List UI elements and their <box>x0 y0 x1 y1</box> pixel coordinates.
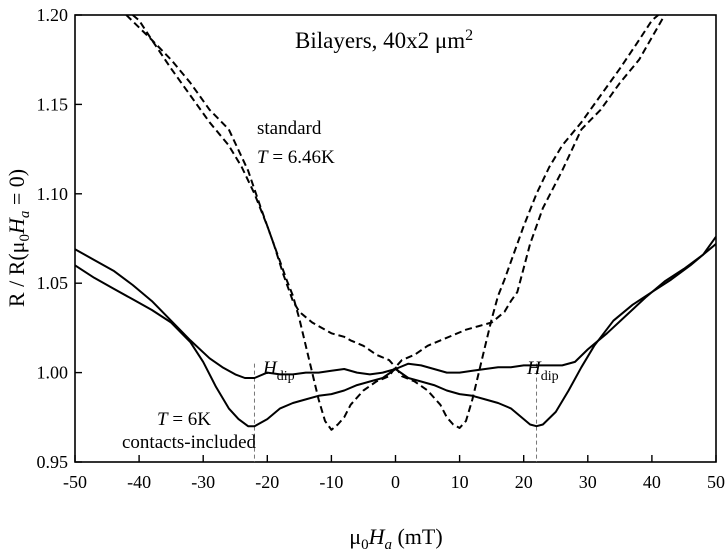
hdip-label-left: Hdip <box>262 358 295 384</box>
contacts-included-label: contacts-included <box>122 432 257 453</box>
hdip-label-right: Hdip <box>526 358 559 384</box>
hdip-markers <box>253 363 538 462</box>
y-tick-label: 1.10 <box>37 184 69 204</box>
standard-series-line <box>132 15 666 431</box>
x-tick-label: 10 <box>451 472 469 492</box>
x-tick-label: 50 <box>707 472 725 492</box>
x-tick-label: -50 <box>63 472 87 492</box>
x-tick-label: -40 <box>127 472 151 492</box>
x-tick-label: -30 <box>191 472 215 492</box>
x-tick-label: 20 <box>515 472 533 492</box>
tick-labels: -50 -40 -30 -20 -10 0 10 20 30 40 50 0.95 1.00 1.05 1.… <box>37 5 726 492</box>
y-tick-label: 1.05 <box>37 273 69 293</box>
contacts-series-line <box>75 236 716 379</box>
standard-series-line <box>125 15 659 429</box>
x-axis-label: μ0Ha (mT) <box>349 524 442 550</box>
plot-frame <box>74 14 717 463</box>
chart-title: Bilayers, 40x2 μm2 <box>295 27 473 53</box>
y-tick-label: 0.95 <box>37 452 69 472</box>
y-tick-label: 1.20 <box>37 5 69 25</box>
standard-temp-label: T = 6.46K <box>257 147 335 168</box>
data-series <box>75 15 716 431</box>
y-axis-label: R / R(μ0Ha = 0) <box>4 169 33 307</box>
x-tick-label: -20 <box>255 472 279 492</box>
x-tick-label: 0 <box>391 472 400 492</box>
y-tick-label: 1.00 <box>37 363 69 383</box>
axis-ticks <box>74 14 717 463</box>
y-tick-label: 1.15 <box>37 94 69 114</box>
x-tick-label: -10 <box>319 472 343 492</box>
contacts-series-line <box>75 243 716 428</box>
contacts-temp-label: T = 6K <box>157 409 211 430</box>
x-tick-label: 40 <box>643 472 661 492</box>
x-tick-label: 30 <box>579 472 597 492</box>
standard-label: standard <box>257 118 322 139</box>
